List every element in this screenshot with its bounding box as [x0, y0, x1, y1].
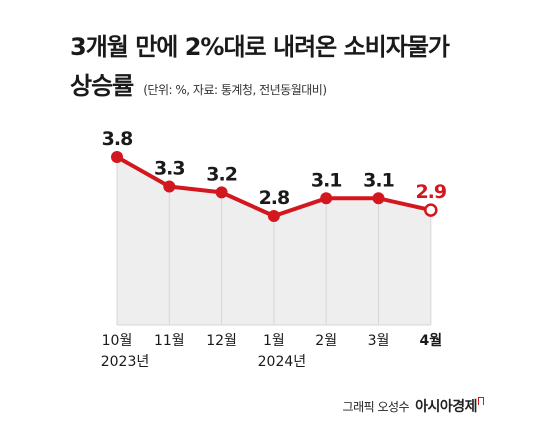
data-label: 3.1 [363, 169, 394, 191]
x-tick-label: 1월 [263, 333, 285, 349]
x-tick-label: 12월 [206, 333, 237, 349]
data-label: 3.8 [102, 128, 133, 150]
brand-logo-icon [478, 397, 484, 405]
year-label: 2023년 [101, 354, 150, 370]
data-point [163, 180, 176, 193]
chart-source-note: (단위: %, 자료: 통계청, 전년동월대비) [143, 83, 327, 97]
data-point [372, 192, 385, 205]
data-label: 3.1 [311, 169, 342, 191]
credit-brand: 아시아경제 [415, 396, 484, 416]
x-tick-label: 3월 [368, 333, 390, 349]
chart-title-line1: 3개월 만에 2%대로 내려온 소비자물가 [70, 33, 450, 61]
credit-grapher: 그래픽 오성수 [342, 400, 410, 414]
credit: 그래픽 오성수 아시아경제 [343, 396, 484, 416]
data-point [111, 151, 123, 163]
data-point [267, 210, 280, 222]
data-point [215, 186, 228, 199]
x-tick-label: 11월 [154, 333, 185, 349]
x-tick-label: 4월 [419, 332, 442, 349]
chart-title-line2-row: 상승률 (단위: %, 자료: 통계청, 전년동월대비) [70, 66, 327, 101]
x-tick-label: 2월 [315, 333, 337, 349]
data-point [320, 192, 333, 205]
data-label: 3.3 [154, 158, 185, 180]
brand-name: 아시아경제 [415, 399, 477, 415]
year-label: 2024년 [258, 354, 307, 370]
data-label: 2.9 [415, 181, 446, 203]
chart-title-line2: 상승률 [70, 72, 134, 100]
x-tick-label: 10월 [102, 333, 133, 349]
data-point-highlight [424, 203, 438, 217]
data-label: 2.8 [259, 187, 290, 209]
data-label: 3.2 [206, 163, 237, 185]
